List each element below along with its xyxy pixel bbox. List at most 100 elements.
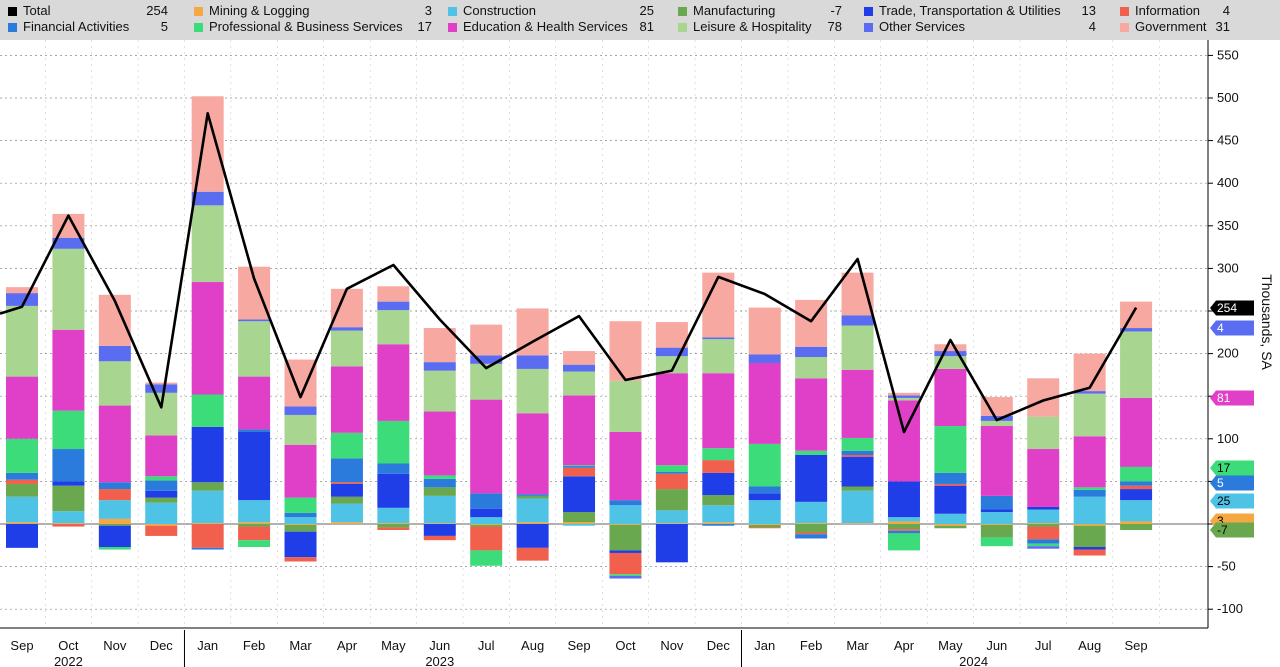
bar-segment [655, 523, 688, 524]
bar-segment [516, 498, 549, 523]
x-tick-label: Oct [615, 638, 636, 653]
bar-segment [563, 467, 596, 477]
bar-segment [330, 522, 363, 524]
bar-segment [98, 361, 131, 406]
bar-segment [841, 486, 874, 491]
year-label: 2023 [425, 654, 454, 667]
bar-segment [1027, 526, 1060, 540]
bar-segment [470, 526, 503, 551]
bar-segment [795, 378, 828, 451]
bar-segment [377, 524, 410, 528]
bar-segment [1120, 331, 1153, 398]
bar-segment [470, 355, 503, 364]
bar-segment [609, 552, 642, 575]
y-tick-label: 350 [1217, 218, 1239, 233]
bar-segment [423, 524, 456, 536]
bar-segment [1027, 546, 1060, 549]
bar-segment [98, 518, 131, 524]
bar-segment [887, 533, 920, 551]
bar-segment [6, 522, 38, 524]
x-tick-label: Mar [846, 638, 869, 653]
legend-item: Other Services 4 [864, 19, 1096, 35]
bar-segment [145, 525, 178, 536]
bar-segment [98, 482, 131, 490]
bar-segment [284, 524, 317, 525]
legend-label: Total [23, 3, 51, 18]
bar-segment [52, 481, 85, 486]
bar-segment [330, 288, 363, 328]
legend-item: Manufacturing -7 [678, 3, 842, 19]
bar-segment [191, 523, 224, 524]
bar-segment [191, 205, 224, 283]
legend-swatch [194, 23, 203, 32]
total-line-layer [0, 112, 1138, 434]
bar-segment [934, 524, 967, 526]
bar-segment [841, 437, 874, 451]
bar-segment [145, 502, 178, 524]
end-value-tag-label: 4 [1217, 321, 1224, 335]
legend-label: Mining & Logging [209, 3, 310, 18]
bar-segment [1120, 301, 1153, 329]
bar-segment [609, 500, 642, 506]
bar-segment [1027, 509, 1060, 524]
y-tick-label: 400 [1217, 175, 1239, 190]
bar-segment [516, 494, 549, 496]
bar-segment [841, 272, 874, 316]
bar-segment [1073, 393, 1106, 437]
bar-segment [470, 399, 503, 494]
bar-segment [238, 319, 271, 322]
bar-segment [655, 373, 688, 466]
bar-segment [1073, 487, 1106, 490]
bar-segment [563, 465, 596, 467]
bar-segment [98, 525, 131, 548]
bar-segment [377, 310, 410, 345]
end-value-tag-label: 5 [1217, 476, 1224, 490]
bar-segment [702, 495, 735, 506]
bar-segment [191, 394, 224, 427]
bar-segment [1027, 506, 1060, 510]
bar-segment [934, 472, 967, 484]
bar-segment [52, 511, 85, 524]
bar-segment [702, 272, 735, 338]
bar-segment [934, 525, 967, 529]
x-tick-label: Jul [1035, 638, 1052, 653]
bar-segment [238, 321, 271, 377]
bar-segment [470, 524, 503, 525]
bar-segment [284, 512, 317, 518]
legend-swatch [8, 23, 17, 32]
bar-segment [795, 532, 828, 535]
legend-value: 254 [146, 3, 168, 18]
bar-segment [6, 483, 38, 497]
legend-swatch [448, 23, 457, 32]
bar-segment [934, 351, 967, 357]
legend-label: Other Services [879, 19, 965, 34]
bar-segment [655, 524, 688, 563]
bar-segment [748, 354, 781, 363]
x-tick-label: Nov [660, 638, 684, 653]
bar-segment [655, 472, 688, 474]
bar-segment [655, 465, 688, 473]
bar-segment [748, 443, 781, 487]
bar-segment [98, 405, 131, 483]
x-tick-label: Feb [800, 638, 822, 653]
bar-segment [934, 483, 967, 486]
bar-segment [563, 512, 596, 523]
bar-segment [563, 522, 596, 524]
y-tick-label: 450 [1217, 133, 1239, 148]
x-tick-label: Sep [567, 638, 590, 653]
bar-segment [377, 523, 410, 524]
bar-segment [887, 397, 920, 401]
bar-segment [980, 524, 1013, 538]
end-value-tag [1210, 493, 1254, 509]
bar-segment [841, 454, 874, 457]
bar-segment [655, 510, 688, 524]
bar-segment [145, 524, 178, 526]
bar-segment [609, 380, 642, 432]
bar-segment [98, 524, 131, 526]
legend-label: Trade, Transportation & Utilities [879, 3, 1061, 18]
bar-segment [887, 530, 920, 534]
bar-segment [238, 500, 271, 523]
end-value-tag [1210, 460, 1254, 476]
bar-segment [934, 485, 967, 514]
legend-label: Leisure & Hospitality [693, 19, 812, 34]
